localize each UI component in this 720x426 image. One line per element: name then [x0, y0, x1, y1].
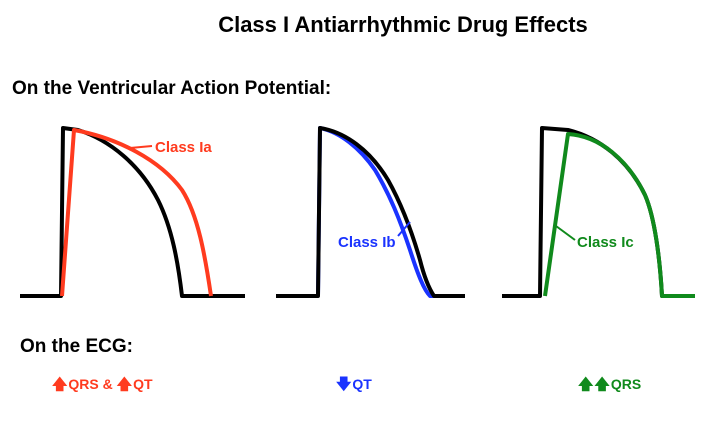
section-heading-action-potential: On the Ventricular Action Potential: [12, 78, 332, 99]
panel-class-ic: Class Ic [502, 126, 695, 298]
ecg-effect-class-ia: 🡅QRS & 🡅QT [52, 374, 153, 399]
baseline-action-potential-curve [502, 126, 695, 298]
class-ia-pointer-line [129, 145, 153, 149]
up-arrow-icon: 🡅 [116, 376, 133, 393]
up-arrow-icon: 🡅 [594, 376, 610, 393]
class-ib-label: Class Ib [338, 234, 396, 251]
ecg-effect-class-ib: 🡇QT [336, 374, 372, 399]
down-arrow-icon: 🡇 [336, 376, 352, 393]
class-ic-curve [543, 132, 695, 298]
up-arrow-icon: 🡅 [52, 376, 68, 393]
ecg-effect-text: QRS [610, 376, 642, 392]
ecg-effect-text: QT [352, 376, 372, 392]
ecg-effect-text: QRS & [68, 376, 117, 392]
panel-class-ib: Class Ib [276, 126, 465, 298]
baseline-action-potential-curve [276, 126, 465, 298]
class-ia-label: Class Ia [155, 139, 212, 156]
ecg-effect-text: QT [133, 376, 153, 392]
class-ic-label: Class Ic [577, 234, 634, 251]
panel-class-ia: Class Ia [20, 126, 245, 298]
page-title: Class I Antiarrhythmic Drug Effects [218, 12, 588, 37]
up-arrow-icon: 🡅 [578, 376, 594, 393]
class-ib-pointer-line [397, 221, 411, 237]
class-ic-pointer-line [555, 225, 576, 241]
class-ia-curve [60, 128, 213, 297]
ecg-effect-class-ic: 🡅🡅QRS [578, 374, 641, 399]
section-heading-ecg: On the ECG: [20, 336, 133, 357]
class-ib-curve [316, 126, 455, 298]
